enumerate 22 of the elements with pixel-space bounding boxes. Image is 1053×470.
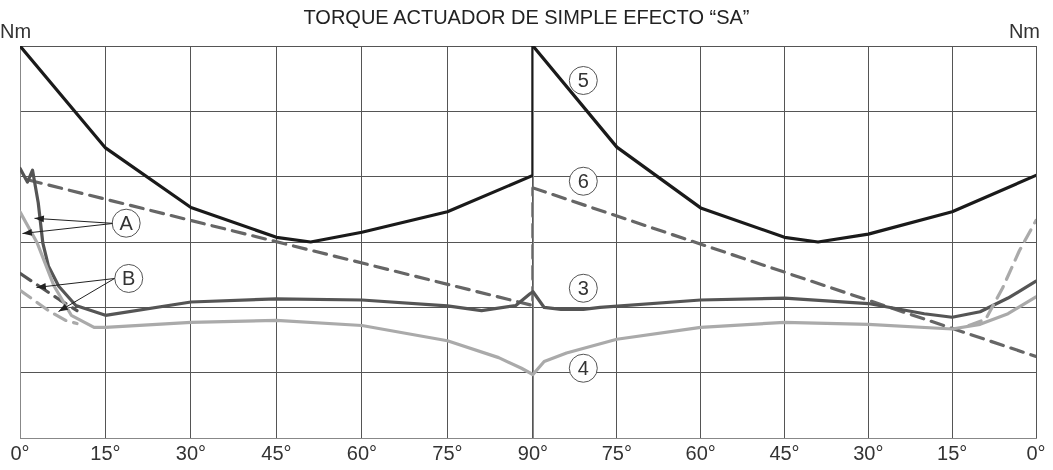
x-tick-label: 90° <box>517 441 548 464</box>
annotation: 6 <box>577 169 589 192</box>
annotation: A <box>119 211 134 234</box>
x-tick-label: 45° <box>261 441 292 464</box>
annotation: B <box>122 266 136 289</box>
x-tick-label: 45° <box>769 441 800 464</box>
annotation: 3 <box>577 276 589 299</box>
x-tick-label: 75° <box>601 441 632 464</box>
x-tick-label: 15° <box>936 441 968 464</box>
x-tick-label: 60° <box>685 441 716 464</box>
x-tick-label: 75° <box>432 441 463 464</box>
x-tick-label: 0° <box>1026 441 1046 464</box>
y2-axis-title: Nm <box>1008 19 1040 42</box>
x-tick-label: 30° <box>175 441 207 464</box>
x-tick-label: 0° <box>10 441 30 464</box>
annotation: 5 <box>577 69 589 92</box>
x-tick-label: 60° <box>346 441 378 464</box>
x-tick-label: 15° <box>90 441 121 464</box>
x-tick-label: 30° <box>853 441 884 464</box>
annotation: 4 <box>577 356 589 379</box>
chart-title: TORQUE ACTUADOR DE SIMPLE EFECTO “SA” <box>303 6 750 28</box>
y-axis-title: Nm <box>0 19 32 42</box>
